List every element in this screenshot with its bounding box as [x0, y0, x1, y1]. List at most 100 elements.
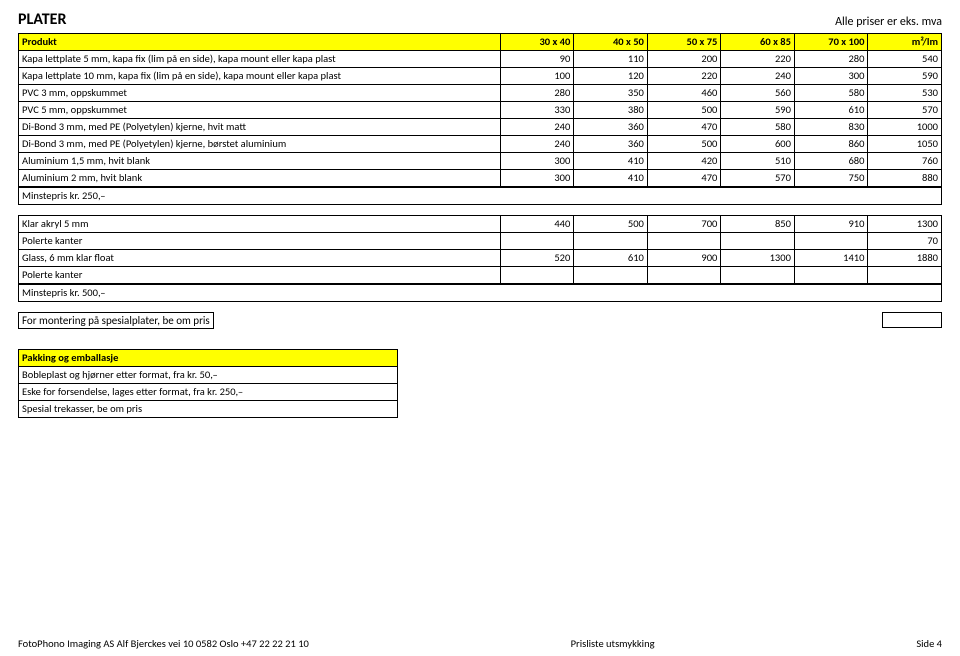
price-cell: 410: [574, 153, 648, 170]
price-cell: 570: [868, 102, 942, 119]
table2-minstepris: Minstepris kr. 500,–: [19, 285, 942, 302]
price-cell: 240: [500, 119, 574, 136]
price-cell: 220: [647, 68, 721, 85]
vat-note: Alle priser er eks. mva: [835, 15, 942, 29]
price-cell: [721, 233, 795, 250]
page-title: PLATER: [18, 10, 66, 29]
price-cell: 1880: [868, 250, 942, 267]
col-m2lm: m²/lm: [868, 34, 942, 51]
price-cell: 1300: [868, 216, 942, 233]
table-row: Kapa lettplate 10 mm, kapa fix (lim på e…: [19, 68, 942, 85]
products-table-1: Produkt 30 x 40 40 x 50 50 x 75 60 x 85 …: [18, 33, 942, 187]
price-cell: 610: [794, 102, 868, 119]
table1-tail: Minstepris kr. 250,–: [18, 187, 942, 205]
product-cell: Glass, 6 mm klar float: [19, 250, 501, 267]
table-row: PVC 5 mm, oppskummet330380500590610570: [19, 102, 942, 119]
product-cell: PVC 5 mm, oppskummet: [19, 102, 501, 119]
price-cell: 300: [500, 170, 574, 187]
product-cell: Klar akryl 5 mm: [19, 216, 501, 233]
price-cell: 420: [647, 153, 721, 170]
price-cell: 440: [500, 216, 574, 233]
table-row: Di-Bond 3 mm, med PE (Polyetylen) kjerne…: [19, 119, 942, 136]
col-70x100: 70 x 100: [794, 34, 868, 51]
price-cell: 70: [868, 233, 942, 250]
price-cell: 880: [868, 170, 942, 187]
price-cell: 200: [647, 51, 721, 68]
price-cell: 1410: [794, 250, 868, 267]
price-cell: 1050: [868, 136, 942, 153]
price-cell: 610: [574, 250, 648, 267]
product-cell: Kapa lettplate 10 mm, kapa fix (lim på e…: [19, 68, 501, 85]
price-cell: 100: [500, 68, 574, 85]
price-cell: 410: [574, 170, 648, 187]
price-cell: 860: [794, 136, 868, 153]
packing-table: Pakking og emballasje Bobleplast og hjør…: [18, 349, 398, 418]
price-cell: 680: [794, 153, 868, 170]
product-cell: PVC 3 mm, oppskummet: [19, 85, 501, 102]
price-cell: 530: [868, 85, 942, 102]
price-cell: [868, 267, 942, 284]
price-cell: 460: [647, 85, 721, 102]
price-cell: 830: [794, 119, 868, 136]
price-cell: 360: [574, 119, 648, 136]
price-cell: 280: [794, 51, 868, 68]
price-cell: [794, 233, 868, 250]
price-cell: 90: [500, 51, 574, 68]
table-row: Aluminium 1,5 mm, hvit blank300410420510…: [19, 153, 942, 170]
price-cell: 510: [721, 153, 795, 170]
price-cell: [500, 233, 574, 250]
price-cell: 1300: [721, 250, 795, 267]
table1-header-row: Produkt 30 x 40 40 x 50 50 x 75 60 x 85 …: [19, 34, 942, 51]
product-cell: Polerte kanter: [19, 267, 501, 284]
products-table-2: Klar akryl 5 mm4405007008509101300Polert…: [18, 215, 942, 284]
price-cell: 850: [721, 216, 795, 233]
price-cell: [574, 233, 648, 250]
footer-right: Side 4: [916, 637, 942, 650]
price-cell: 240: [500, 136, 574, 153]
price-cell: 580: [794, 85, 868, 102]
price-cell: 700: [647, 216, 721, 233]
packing-header: Pakking og emballasje: [19, 350, 398, 367]
price-cell: 470: [647, 170, 721, 187]
price-cell: [500, 267, 574, 284]
price-cell: 520: [500, 250, 574, 267]
packing-row: Spesial trekasser, be om pris: [19, 401, 398, 418]
product-cell: Polerte kanter: [19, 233, 501, 250]
price-cell: 1000: [868, 119, 942, 136]
price-cell: 580: [721, 119, 795, 136]
mounting-note: For montering på spesialplater, be om pr…: [18, 312, 214, 329]
price-cell: 500: [574, 216, 648, 233]
product-cell: Di-Bond 3 mm, med PE (Polyetylen) kjerne…: [19, 136, 501, 153]
table-row: Di-Bond 3 mm, med PE (Polyetylen) kjerne…: [19, 136, 942, 153]
price-cell: 910: [794, 216, 868, 233]
price-cell: 600: [721, 136, 795, 153]
price-cell: 300: [500, 153, 574, 170]
col-40x50: 40 x 50: [574, 34, 648, 51]
price-cell: 500: [647, 102, 721, 119]
col-30x40: 30 x 40: [500, 34, 574, 51]
table-row: PVC 3 mm, oppskummet280350460560580530: [19, 85, 942, 102]
price-cell: [721, 267, 795, 284]
page: PLATER Alle priser er eks. mva Produkt 3…: [0, 0, 960, 656]
table-row: Glass, 6 mm klar float520610900130014101…: [19, 250, 942, 267]
table-row: Kapa lettplate 5 mm, kapa fix (lim på en…: [19, 51, 942, 68]
table1-minstepris: Minstepris kr. 250,–: [19, 188, 942, 205]
empty-price-box: [882, 312, 942, 328]
price-cell: 220: [721, 51, 795, 68]
price-cell: 500: [647, 136, 721, 153]
price-cell: 540: [868, 51, 942, 68]
product-cell: Aluminium 2 mm, hvit blank: [19, 170, 501, 187]
price-cell: [574, 267, 648, 284]
price-cell: 380: [574, 102, 648, 119]
col-produkt: Produkt: [19, 34, 501, 51]
table-row: Polerte kanter: [19, 267, 942, 284]
price-cell: 470: [647, 119, 721, 136]
table-row: Polerte kanter 70: [19, 233, 942, 250]
price-cell: 590: [721, 102, 795, 119]
product-cell: Kapa lettplate 5 mm, kapa fix (lim på en…: [19, 51, 501, 68]
col-60x85: 60 x 85: [721, 34, 795, 51]
price-cell: 360: [574, 136, 648, 153]
table-row: Klar akryl 5 mm4405007008509101300: [19, 216, 942, 233]
col-50x75: 50 x 75: [647, 34, 721, 51]
price-cell: 750: [794, 170, 868, 187]
